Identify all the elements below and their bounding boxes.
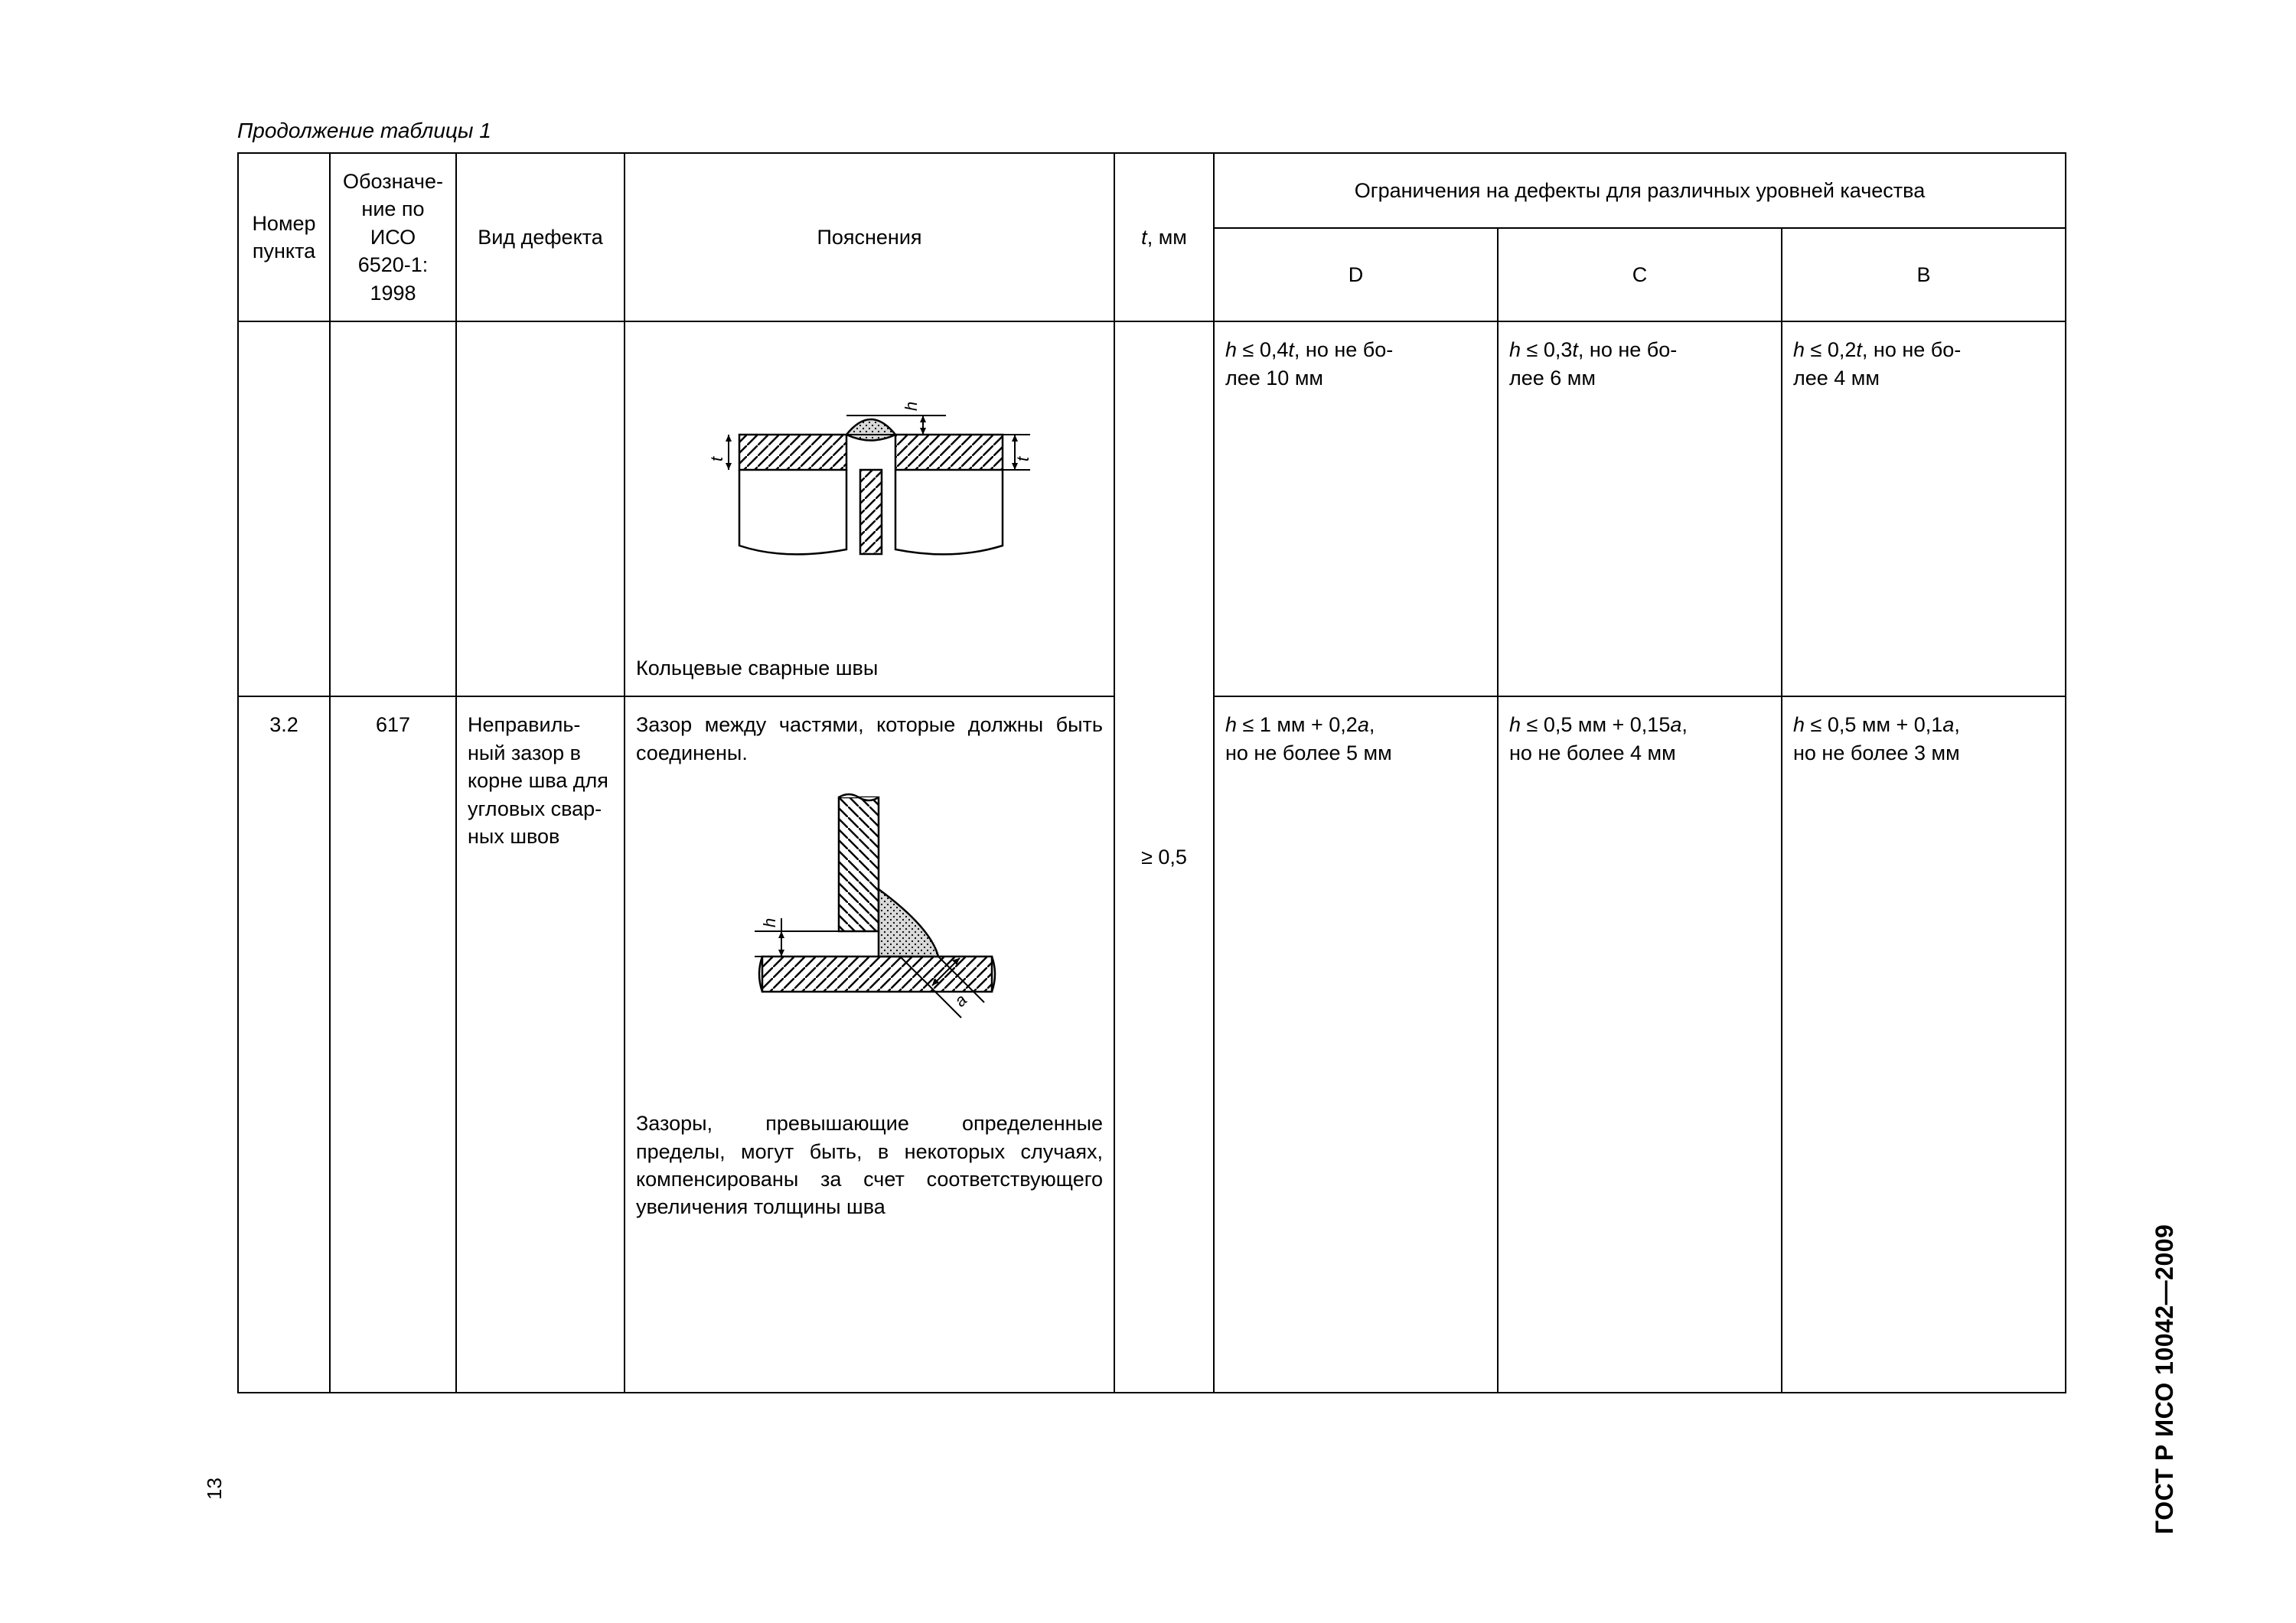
header-number: Номер пункта: [238, 153, 330, 321]
cell-t: ≥ 0,5: [1114, 321, 1214, 1393]
defect-table: Номер пункта Обозначе- ние по ИСО 6520-1…: [237, 152, 2066, 1393]
cell-iso: 617: [330, 696, 456, 1393]
svg-text:h: h: [902, 402, 921, 411]
header-D: D: [1214, 228, 1498, 322]
header-iso: Обозначе- ние по ИСО 6520-1: 1998: [330, 153, 456, 321]
cell-iso: [330, 321, 456, 696]
cell-C: h ≤ 0,3t, но не бо-лее 6 мм: [1498, 321, 1782, 696]
header-B: B: [1782, 228, 2066, 322]
header-defect-type: Вид дефекта: [456, 153, 625, 321]
cell-explanation: Зазор между частями, которые должны быть…: [625, 696, 1114, 1393]
svg-text:t: t: [707, 456, 726, 461]
standard-code: ГОСТ Р ИСО 10042—2009: [2151, 1224, 2179, 1534]
header-iso-label: Обозначе- ние по ИСО 6520-1: 1998: [343, 170, 443, 305]
header-C: C: [1498, 228, 1782, 322]
cell-D: h ≤ 0,4t, но не бо-лее 10 мм: [1214, 321, 1498, 696]
diagram-fillet-gap: h a: [636, 767, 1103, 1110]
cell-defect-text: Неправиль- ный зазор в корне шва для угл…: [468, 713, 608, 848]
table-row: h t: [238, 321, 2066, 696]
cell-explanation: h t: [625, 321, 1114, 696]
cell-C: h ≤ 0,5 мм + 0,15a,но не более 4 мм: [1498, 696, 1782, 1393]
diagram-ring-weld: h t: [636, 336, 1103, 654]
diagram-caption: Кольцевые сварные швы: [636, 654, 1103, 682]
header-quality-group: Ограничения на дефекты для различных уро…: [1214, 153, 2066, 228]
cell-defect: Неправиль- ный зазор в корне шва для угл…: [456, 696, 625, 1393]
cell-B: h ≤ 0,2t, но не бо-лее 4 мм: [1782, 321, 2066, 696]
cell-D: h ≤ 1 мм + 0,2a,но не более 5 мм: [1214, 696, 1498, 1393]
svg-text:t: t: [1013, 456, 1032, 461]
table-continuation-title: Продолжение таблицы 1: [237, 119, 2066, 143]
header-t: t, мм: [1114, 153, 1214, 321]
explanation-top: Зазор между частями, которые должны быть…: [636, 711, 1103, 767]
header-explanation: Пояснения: [625, 153, 1114, 321]
cell-defect: [456, 321, 625, 696]
page-number: 13: [203, 1478, 227, 1500]
page-content: Продолжение таблицы 1 Номер пункта Обозн…: [237, 119, 2066, 1393]
svg-text:a: a: [951, 990, 970, 1010]
cell-B: h ≤ 0,5 мм + 0,1a,но не более 3 мм: [1782, 696, 2066, 1393]
explanation-bottom: Зазоры, превышающие определенные пределы…: [636, 1110, 1103, 1221]
header-number-label: Номер пункта: [252, 212, 315, 262]
cell-num: 3.2: [238, 696, 330, 1393]
cell-num: [238, 321, 330, 696]
svg-text:h: h: [760, 918, 779, 927]
